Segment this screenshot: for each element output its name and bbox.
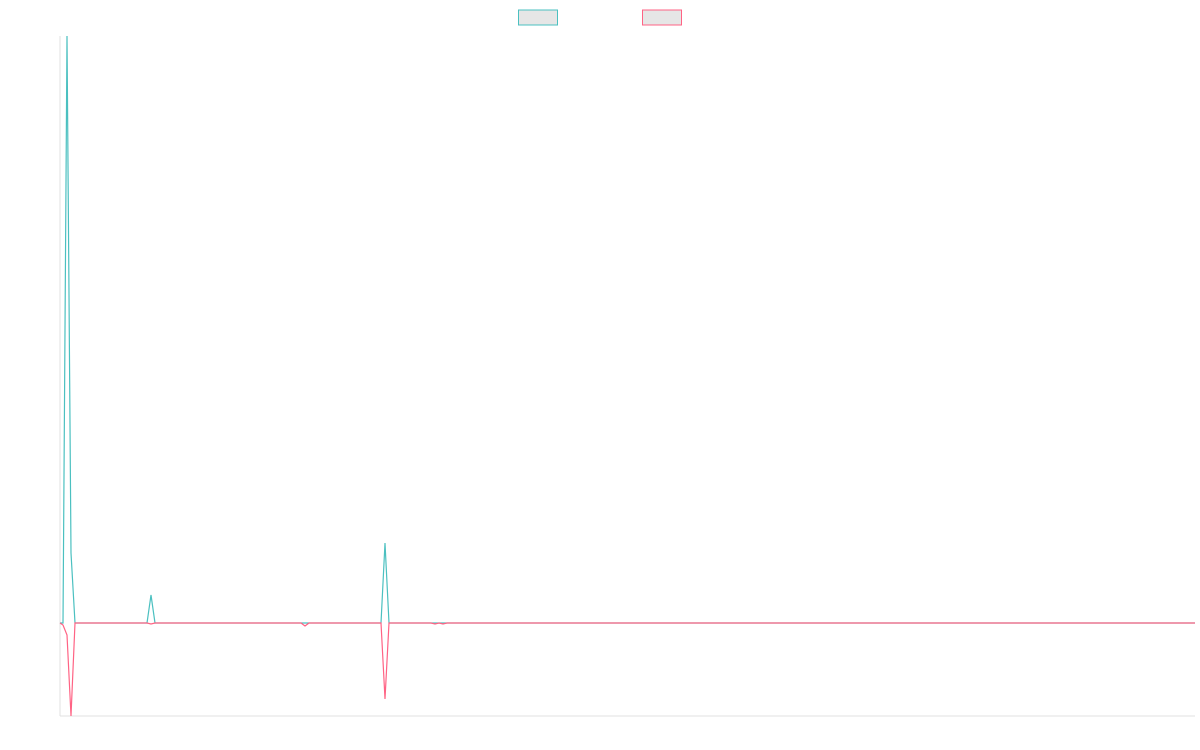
legend-swatch <box>518 9 558 26</box>
legend-swatch <box>642 9 682 26</box>
series-line <box>59 622 1195 717</box>
series-line <box>60 35 1195 624</box>
